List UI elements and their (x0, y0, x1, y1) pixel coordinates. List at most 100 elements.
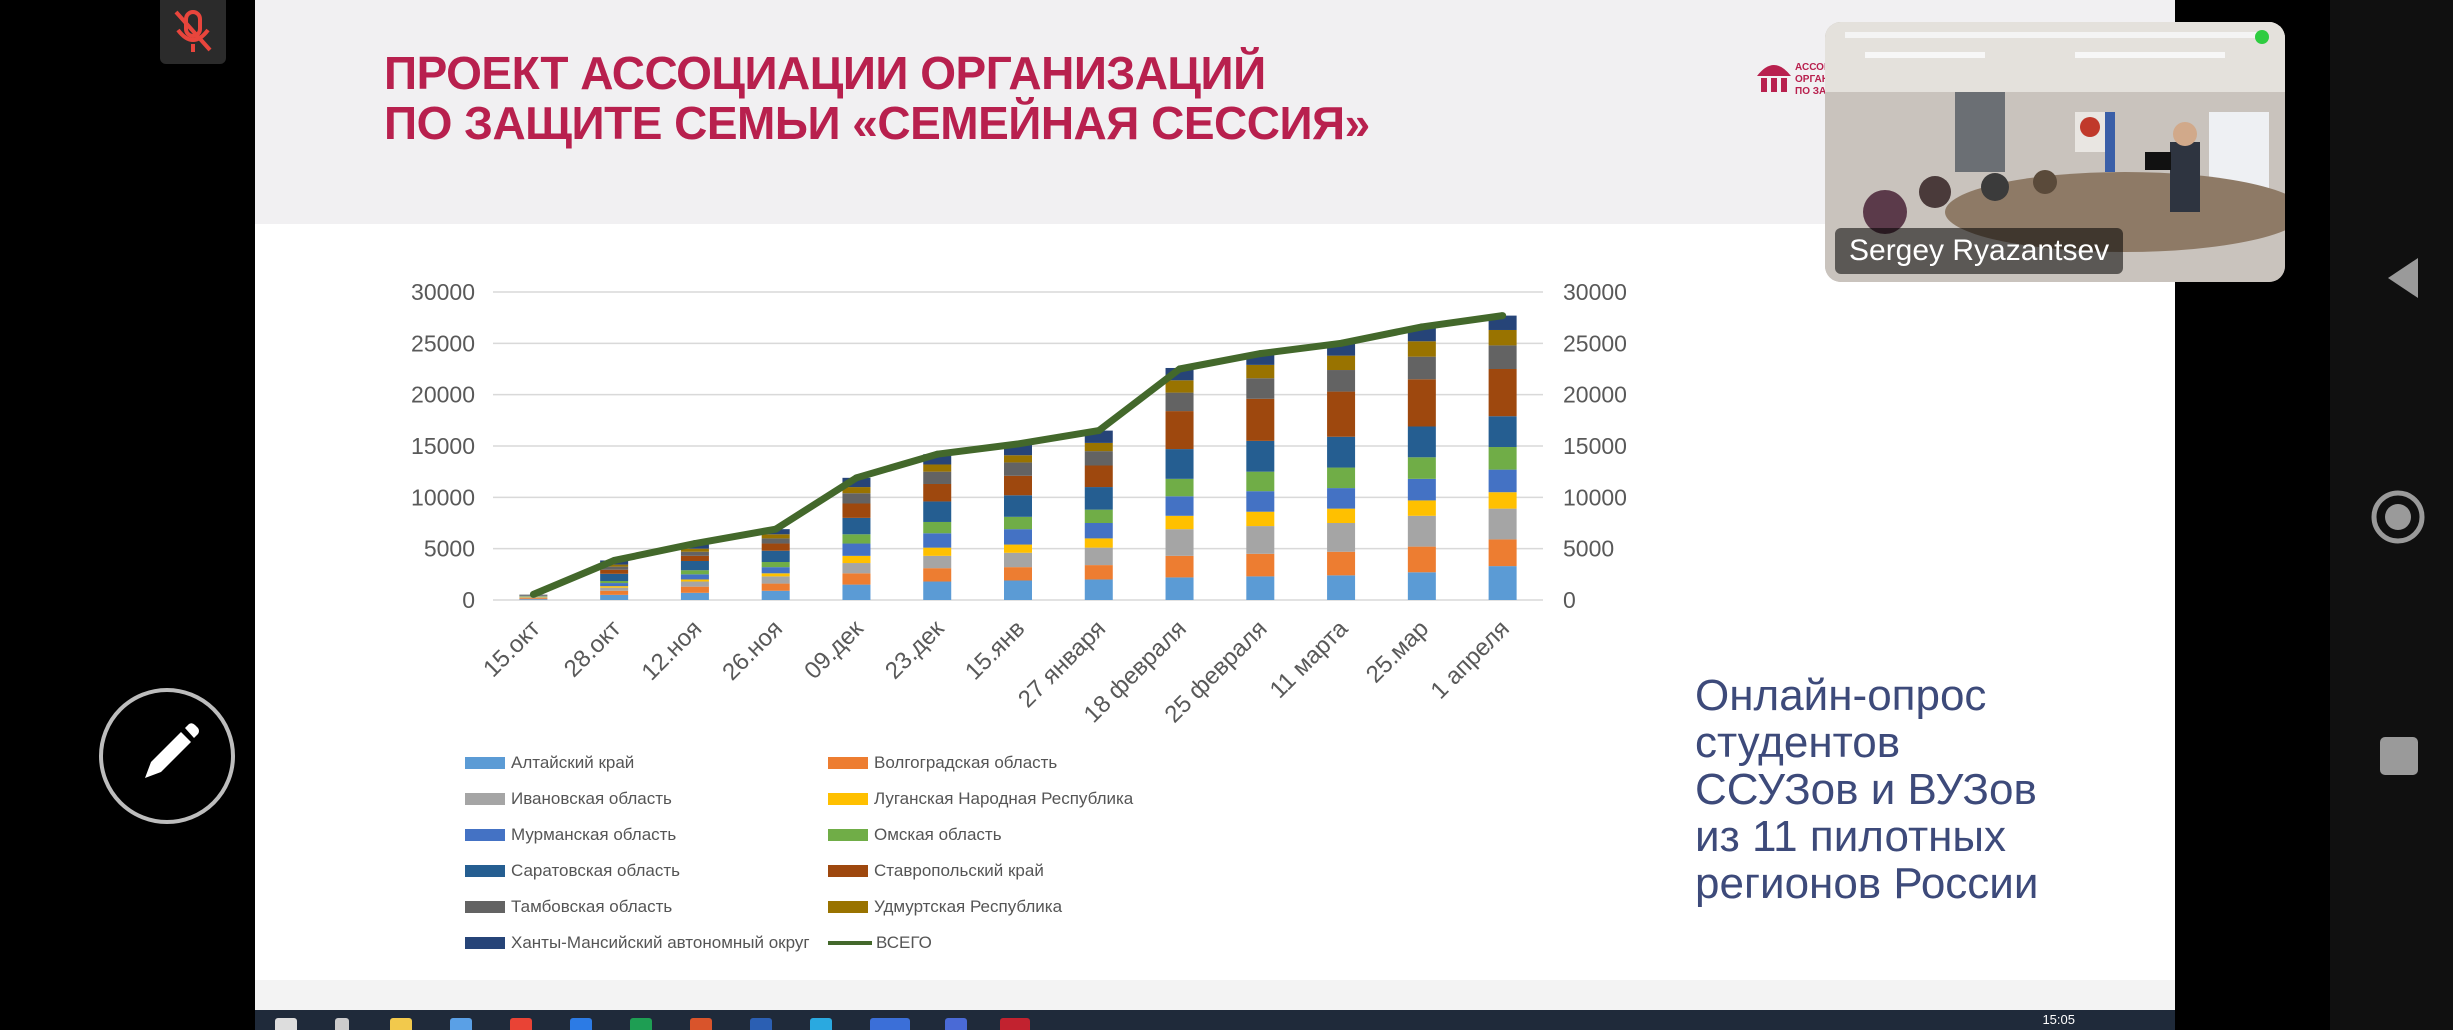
bar-segment (1165, 496, 1194, 516)
legend-swatch (828, 829, 868, 841)
bar-segment (1004, 544, 1032, 553)
bar-segment (1407, 356, 1436, 380)
bar-segment (1084, 565, 1113, 580)
x-tick-label: 12.ноя (636, 615, 707, 686)
total-point (1418, 323, 1426, 331)
legend-swatch (828, 757, 868, 769)
bar-segment (1084, 465, 1113, 488)
bar-segment (761, 573, 790, 577)
home-icon[interactable] (2371, 490, 2425, 544)
bar-segment (1407, 500, 1436, 516)
secondary-y-tick-label: 5000 (1563, 536, 1614, 562)
legend-swatch (828, 901, 868, 913)
bar-segment (1084, 579, 1113, 600)
y-tick-label: 0 (462, 587, 475, 613)
bar-segment (1488, 329, 1517, 346)
android-navigation-bar (2330, 0, 2453, 1030)
word-icon[interactable] (750, 1018, 772, 1030)
bar-segment (923, 464, 952, 472)
stacked-bar-chart: 0 5000 10000 15000 20000 25000 30000 0 5000 10000… (411, 279, 1627, 728)
legend-label: Ставропольский край (874, 861, 1044, 880)
bar-segment (1246, 353, 1275, 365)
bar-segment (1084, 451, 1113, 466)
pdf-icon[interactable] (1000, 1018, 1030, 1030)
legend-swatch (465, 901, 505, 913)
bar-segment (842, 555, 871, 564)
annotate-button[interactable] (99, 688, 235, 824)
legend-swatch (465, 829, 505, 841)
mail-icon[interactable] (450, 1018, 472, 1030)
back-icon[interactable] (2388, 258, 2418, 298)
pencil-icon (145, 723, 199, 778)
app-icon[interactable] (570, 1018, 592, 1030)
umbrella-logo-icon (1757, 65, 1791, 92)
total-point (529, 590, 537, 598)
bar-segment (1246, 471, 1275, 492)
recents-icon[interactable] (2380, 737, 2418, 775)
bar-segment (1004, 552, 1032, 568)
bar-segment (761, 562, 790, 568)
start-icon[interactable] (275, 1018, 297, 1030)
y-tick-label: 15000 (411, 433, 475, 459)
y-tick-label: 30000 (411, 279, 475, 305)
logo-text-1: АССОЦ (1795, 62, 1825, 73)
bar-segment (923, 483, 952, 502)
bar-segment (519, 598, 548, 600)
bar-segment (1004, 516, 1032, 530)
x-tick-label: 25.мар (1361, 615, 1434, 688)
bar-segment (1327, 488, 1356, 509)
skype-icon[interactable] (810, 1018, 832, 1030)
explorer-icon[interactable] (390, 1018, 412, 1030)
total-point (1014, 440, 1022, 448)
total-point (1256, 350, 1264, 358)
survey-caption-line: из 11 пилотных (1695, 812, 2007, 861)
bar-segment (1084, 523, 1113, 539)
bar-segment (761, 567, 790, 574)
legend-label: Волгоградская область (874, 753, 1058, 772)
bar-segment (923, 547, 952, 556)
bar-segment (1327, 436, 1356, 468)
slide-footer-strip (255, 980, 2175, 1010)
bar-segment (842, 477, 871, 488)
excel-icon[interactable] (630, 1018, 652, 1030)
bar-segment (1165, 577, 1194, 600)
association-logo: АССОЦ ОРГАН ПО ЗАЩ (1755, 50, 1825, 98)
bar-segment (1165, 411, 1194, 450)
legend-item: Луганская Народная Республика (828, 788, 1133, 810)
active-speaker-indicator (2255, 30, 2269, 44)
search-icon[interactable] (335, 1018, 349, 1030)
survey-caption: Онлайн-опрос студентов ССУЗов и ВУЗов из 11… (1695, 672, 2135, 907)
legend-item: Удмуртская Республика (828, 896, 1062, 918)
zoom-icon[interactable] (870, 1018, 910, 1030)
bar-segment (1488, 469, 1517, 493)
bar-segment (1327, 508, 1356, 523)
bar-segment (680, 548, 709, 552)
bar-segment (1246, 553, 1275, 577)
bar-segment (1246, 398, 1275, 441)
bar-segment (842, 584, 871, 600)
bar-segment (1488, 539, 1517, 567)
x-tick-label: 26.ноя (717, 615, 788, 686)
bar-segment (1327, 523, 1356, 552)
mic-muted-button[interactable] (160, 0, 226, 64)
bar-segment (1488, 447, 1517, 470)
participant-video-tile[interactable]: Sergey Ryazantsev (1825, 22, 2285, 282)
app-icon-2[interactable] (945, 1018, 967, 1030)
bar-segment (1165, 449, 1194, 479)
secondary-y-tick-label: 15000 (1563, 433, 1627, 459)
bar-segment (1004, 580, 1032, 600)
total-point (1337, 339, 1345, 347)
nav-icons (2371, 258, 2425, 775)
y-tick-label: 10000 (411, 484, 475, 510)
secondary-y-tick-label: 10000 (1563, 484, 1627, 510)
bar-segment (600, 583, 629, 587)
total-point (772, 525, 780, 533)
legend-label: Алтайский край (511, 753, 635, 772)
legend-item: Ханты-Мансийский автономный округ (465, 932, 810, 954)
bar-segment (1407, 515, 1436, 547)
bar-segment (761, 583, 790, 591)
chrome-icon[interactable] (510, 1018, 532, 1030)
y-tick-label: 5000 (424, 536, 475, 562)
x-tick-label: 23.дек (880, 615, 950, 685)
powerpoint-icon[interactable] (690, 1018, 712, 1030)
